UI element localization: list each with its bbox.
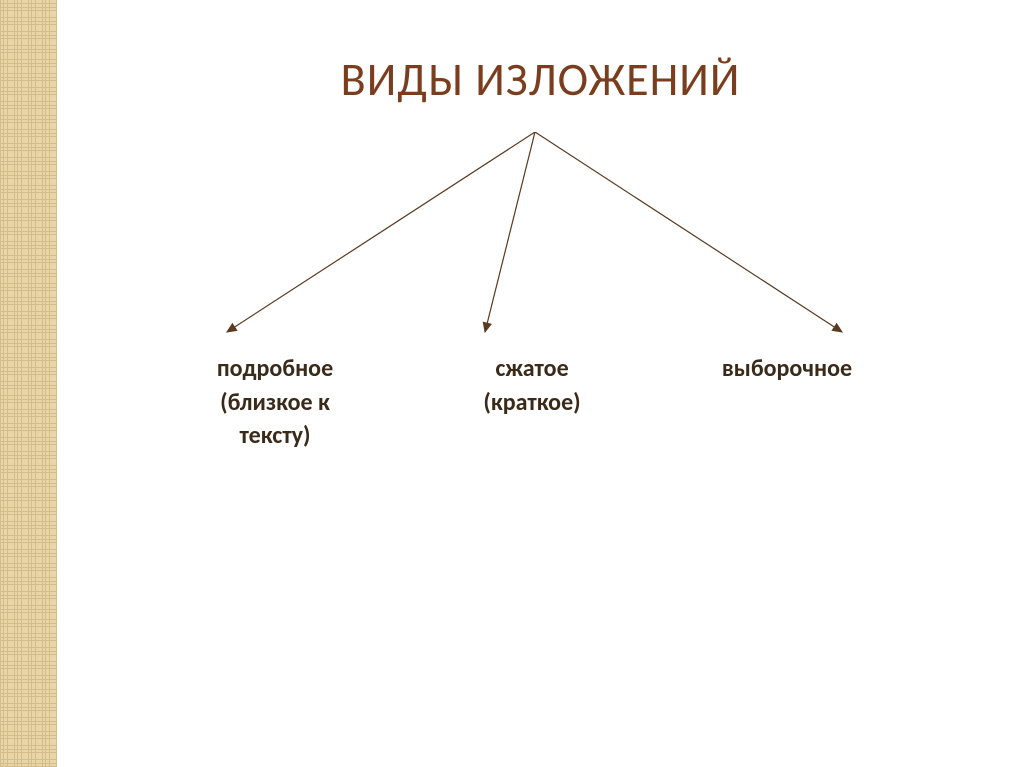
branch-compressed-line2: (краткое) — [483, 388, 580, 417]
arrow-middle — [485, 132, 535, 332]
branch-compressed: сжатое (краткое) — [447, 352, 617, 419]
branch-detailed-line3: тексту) — [239, 421, 310, 450]
branch-detailed-line2: (близкое к — [220, 388, 330, 417]
decorative-sidebar — [0, 0, 57, 767]
arrow-left — [227, 132, 535, 332]
branching-arrows — [57, 132, 1024, 352]
arrow-right — [535, 132, 842, 332]
branch-detailed-line1: подробное — [217, 354, 333, 383]
branch-selective: выборочное — [687, 352, 887, 386]
branch-selective-line1: выборочное — [722, 354, 852, 383]
slide-content: ВИДЫ ИЗЛОЖЕНИЙ подробное (близкое к текс… — [57, 0, 1024, 767]
branch-detailed: подробное (близкое к тексту) — [175, 352, 375, 453]
slide-title: ВИДЫ ИЗЛОЖЕНИЙ — [57, 52, 1024, 108]
branch-compressed-line1: сжатое — [495, 354, 568, 383]
